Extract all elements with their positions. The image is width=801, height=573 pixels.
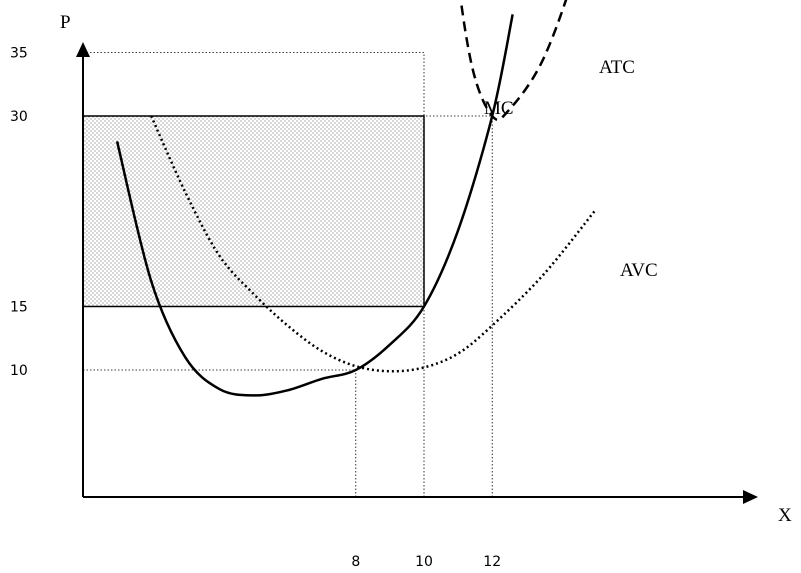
y-tick-label: 10 xyxy=(10,363,28,379)
x-tick-label: 12 xyxy=(483,554,501,570)
y-tick-label: 35 xyxy=(10,46,28,62)
mc-curve xyxy=(115,14,514,397)
y-tick-label: 15 xyxy=(10,300,28,316)
avc-label: AVC xyxy=(620,260,658,281)
avc-curve xyxy=(150,115,596,373)
mc-label: MC xyxy=(484,98,514,119)
x-axis-label: X xyxy=(778,505,792,526)
x-tick-label: 8 xyxy=(351,554,360,570)
atc-curve xyxy=(459,0,568,121)
shaded-area xyxy=(82,115,425,308)
y-axis-label: P xyxy=(60,12,71,33)
y-tick-label: 30 xyxy=(10,109,28,125)
y-axis-arrow xyxy=(76,42,90,57)
x-tick-label: 10 xyxy=(415,554,433,570)
x-axis-arrow xyxy=(743,490,758,504)
atc-label: ATC xyxy=(599,57,635,78)
